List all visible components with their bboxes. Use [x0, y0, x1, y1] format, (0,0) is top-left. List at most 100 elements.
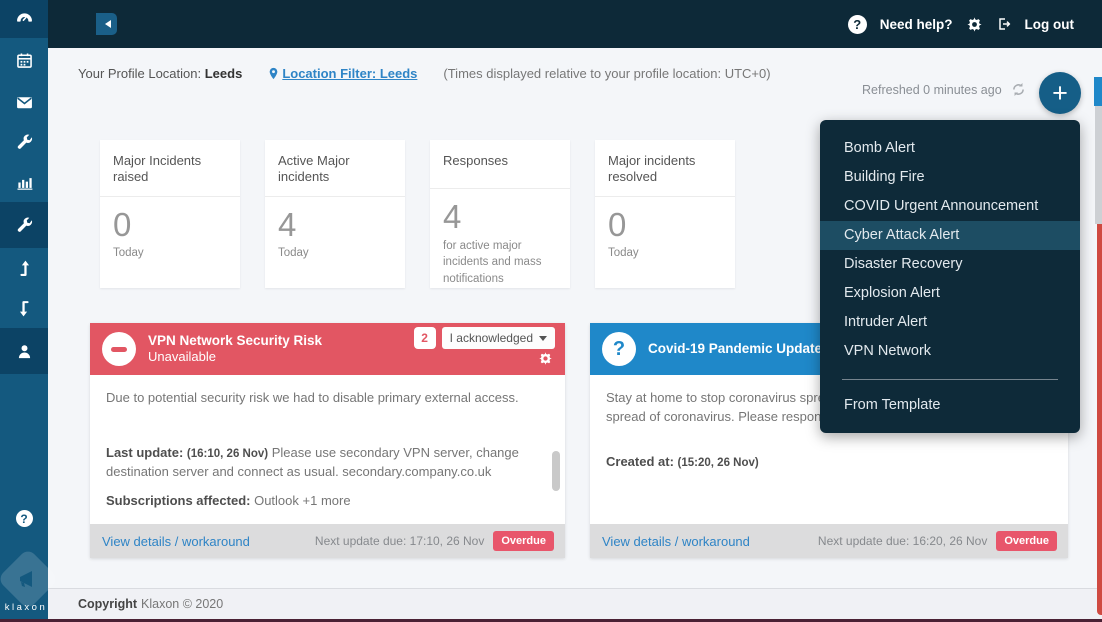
- user-icon: [18, 344, 30, 358]
- view-details-link[interactable]: View details / workaround: [602, 533, 750, 549]
- menu-item-intruder-alert[interactable]: Intruder Alert: [844, 314, 928, 330]
- stat-title: Major Incidents raised: [100, 140, 240, 197]
- last-update-line: Last update: (16:10, 26 Nov) Please use …: [106, 444, 539, 482]
- incident-body: Stay at home to stop coronavirus spreadi…: [590, 375, 1068, 524]
- incident-footer: View details / workaround Next update du…: [590, 524, 1068, 558]
- settings-gear-icon[interactable]: [966, 16, 983, 33]
- calendar-icon: [16, 53, 32, 68]
- menu-item-cyber-attack-alert[interactable]: Cyber Attack Alert: [820, 221, 1080, 250]
- new-incident-menu: Bomb Alert Building Fire COVID Urgent An…: [820, 120, 1080, 433]
- subscriptions-value: Outlook +1 more: [254, 492, 351, 508]
- top-bar: ? Need help? Log out: [48, 0, 1102, 48]
- menu-item-explosion-alert[interactable]: Explosion Alert: [844, 285, 940, 301]
- incident-card-vpn: VPN Network Security Risk Unavailable 2 …: [90, 323, 565, 558]
- next-update-due: Next update due: 16:20, 26 Nov: [817, 534, 988, 548]
- menu-item-disaster-recovery[interactable]: Disaster Recovery: [844, 256, 963, 272]
- wrench-icon: [17, 217, 32, 232]
- copyright-text: Klaxon © 2020: [141, 597, 224, 611]
- unavailable-minus-icon: [102, 332, 136, 366]
- description-line-2: spread of coronavirus. Please respond to…: [606, 408, 858, 424]
- menu-item-from-template[interactable]: From Template: [844, 397, 941, 413]
- refresh-status: Refreshed 0 minutes ago: [862, 81, 1027, 98]
- offscreen-card-edge-blue: [1094, 77, 1102, 106]
- last-update-time: (16:10, 26 Nov): [186, 447, 269, 460]
- stat-sublabel: Today: [608, 247, 639, 260]
- gauge-icon: [16, 12, 32, 22]
- subscriptions-line: Subscriptions affected: Outlook +1 more: [106, 492, 539, 511]
- menu-item-building-fire[interactable]: Building Fire: [844, 169, 925, 185]
- next-update-due: Next update due: 17:10, 26 Nov: [314, 534, 485, 548]
- stat-title: Responses: [430, 140, 570, 189]
- stat-card-major-incidents-resolved: Major incidents resolved 0 Today: [595, 140, 735, 288]
- logout-link[interactable]: Log out: [1024, 16, 1074, 32]
- bar-chart-icon: [17, 177, 32, 190]
- sidebar-item-messages[interactable]: [0, 82, 48, 122]
- sidebar-item-settings[interactable]: [0, 202, 48, 248]
- offscreen-panel-edge-red: [1097, 224, 1102, 615]
- sidebar-collapse-button[interactable]: [96, 13, 117, 35]
- scrollbar-track-fragment[interactable]: [1095, 106, 1102, 224]
- level-down-arrow-icon: [19, 300, 29, 316]
- card-scrollbar-thumb[interactable]: [552, 451, 560, 491]
- times-note: (Times displayed relative to your profil…: [443, 66, 771, 81]
- chevron-down-icon: [539, 335, 547, 345]
- sidebar-item-escalate-up[interactable]: [0, 248, 48, 288]
- need-help-link[interactable]: Need help?: [879, 16, 953, 32]
- acknowledged-dropdown[interactable]: I acknowledged: [441, 327, 555, 349]
- refresh-icon[interactable]: [1010, 81, 1027, 98]
- stat-value: 4: [443, 198, 462, 235]
- profile-location-label: Your Profile Location:: [78, 66, 202, 81]
- stats-row: Major Incidents raised 0 Today Active Ma…: [100, 140, 735, 288]
- stat-sublabel: Today: [278, 247, 309, 260]
- window-bottom-edge: [0, 619, 1102, 622]
- copyright-label: Copyright: [78, 597, 138, 611]
- last-update-label: Last update:: [106, 444, 184, 460]
- location-filter-label: Location Filter: Leeds: [282, 66, 418, 81]
- stat-title: Active Major incidents: [265, 140, 405, 197]
- sidebar-nav: ? klaxon: [0, 0, 60, 622]
- location-filter-link[interactable]: Location Filter: Leeds: [268, 66, 417, 81]
- incident-gear-icon[interactable]: [538, 351, 553, 371]
- sign-out-icon[interactable]: [996, 16, 1012, 32]
- envelope-icon: [16, 96, 32, 108]
- klaxon-logo-diamond-icon: [0, 547, 60, 611]
- menu-item-covid-urgent-announcement[interactable]: COVID Urgent Announcement: [844, 198, 1039, 214]
- klaxon-logo: klaxon: [0, 547, 60, 617]
- menu-item-bomb-alert[interactable]: Bomb Alert: [844, 140, 915, 156]
- incident-header: VPN Network Security Risk Unavailable 2 …: [90, 323, 565, 375]
- stat-title: Major incidents resolved: [595, 140, 735, 197]
- sidebar-item-escalate-down[interactable]: [0, 288, 48, 328]
- stat-sublabel: for active major incidents and mass noti…: [443, 239, 542, 285]
- add-incident-button[interactable]: +: [1039, 72, 1081, 114]
- copyright-footer: Copyright Klaxon © 2020: [48, 588, 1102, 619]
- created-at-line: Created at: (15:20, 26 Nov): [606, 453, 1042, 472]
- sidebar-help-button[interactable]: ?: [0, 510, 48, 527]
- collapse-left-arrow-icon: [101, 20, 111, 28]
- sidebar-item-dashboard[interactable]: [0, 0, 48, 38]
- stat-card-responses: Responses 4 for active major incidents a…: [430, 140, 570, 288]
- incident-status-text: Unavailable: [148, 349, 216, 365]
- klaxon-logo-text: klaxon: [4, 602, 48, 613]
- sidebar-item-calendar[interactable]: [0, 38, 48, 82]
- sidebar-item-users[interactable]: [0, 328, 48, 374]
- acknowledge-count-badge: 2: [413, 327, 436, 349]
- description-line-1: Stay at home to stop coronavirus spreadi…: [606, 390, 857, 405]
- incident-title: VPN Network Security Risk: [148, 332, 323, 348]
- stat-card-major-incidents-raised: Major Incidents raised 0 Today: [100, 140, 240, 288]
- last-update-text: Please use secondary VPN server, change …: [106, 444, 519, 479]
- megaphone-icon: [20, 571, 32, 587]
- acknowledged-label: I acknowledged: [449, 331, 533, 345]
- help-circle-icon: ?: [15, 510, 33, 527]
- sidebar-item-tools[interactable]: [0, 122, 48, 162]
- overdue-badge: Overdue: [493, 531, 554, 551]
- overdue-badge: Overdue: [996, 531, 1057, 551]
- sidebar-item-reports[interactable]: [0, 162, 48, 202]
- wrench-icon: [17, 134, 32, 149]
- incident-title: Covid-19 Pandemic Update: [648, 341, 823, 357]
- created-at-time: (15:20, 26 Nov): [677, 456, 759, 469]
- menu-item-vpn-network[interactable]: VPN Network: [844, 343, 932, 359]
- incident-description: Stay at home to stop coronavirus spreadi…: [606, 389, 1042, 427]
- help-circle-icon[interactable]: ?: [847, 14, 867, 34]
- view-details-link[interactable]: View details / workaround: [102, 533, 250, 549]
